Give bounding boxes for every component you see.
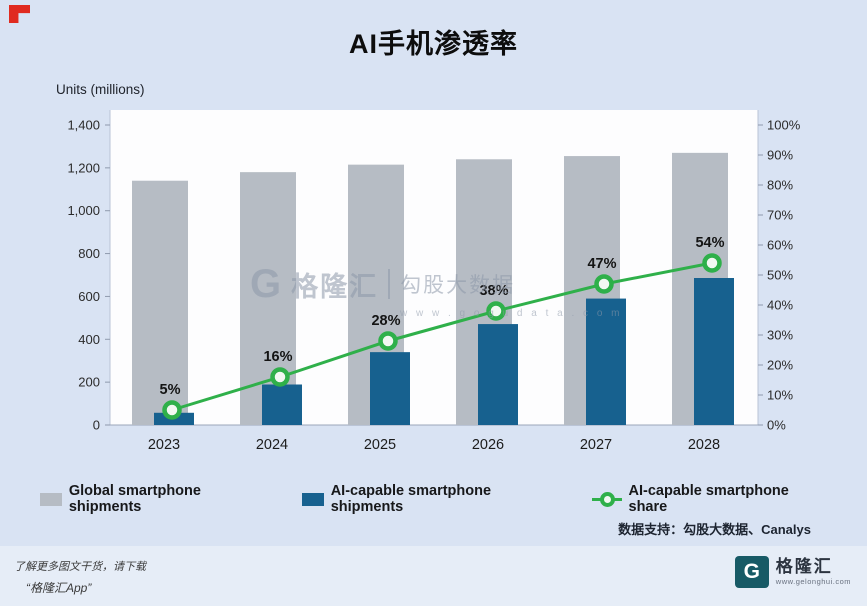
gelonghui-logo-icon: G [734,556,769,588]
svg-text:80%: 80% [767,178,793,193]
svg-text:0: 0 [93,418,100,433]
svg-text:2023: 2023 [148,437,180,453]
svg-text:2027: 2027 [580,437,612,453]
legend-label-ai: AI-capable smartphone shipments [330,483,492,515]
svg-text:47%: 47% [587,256,616,272]
gelonghui-logo-text-wrap: 格隆汇 www.gelonghui.com [775,557,851,586]
svg-text:40%: 40% [767,298,793,313]
gelonghui-logo-text: 格隆汇 [775,557,833,577]
chart-title: AI手机渗透率 [349,29,518,59]
legend-label-share: AI-capable smartphone share [628,483,789,515]
legend-item-global-shipments: Global smartphone shipments [40,483,276,515]
svg-text:60%: 60% [767,238,793,253]
legend-swatch-share-line [591,491,622,507]
left-axis-unit-label: Units (millions) [56,82,145,97]
svg-text:1,400: 1,400 [67,118,100,133]
svg-text:200: 200 [78,375,100,390]
svg-text:16%: 16% [263,349,292,365]
svg-text:90%: 90% [767,148,793,163]
svg-text:50%: 50% [767,268,793,283]
svg-text:38%: 38% [479,283,508,299]
legend-ring-marker-icon [599,492,615,507]
svg-text:70%: 70% [767,208,793,223]
svg-text:2025: 2025 [364,437,396,453]
legend-item-ai-share: AI-capable smartphone share [591,483,830,515]
footer-note-line2: “格隆汇App” [26,581,92,595]
svg-text:10%: 10% [767,388,793,403]
legend-swatch-ai [301,492,324,506]
svg-text:2026: 2026 [472,437,504,453]
svg-text:54%: 54% [695,235,724,251]
gelonghui-logo: G 格隆汇 www.gelonghui.com [734,556,851,588]
svg-text:600: 600 [78,289,100,304]
chart-legend: Global smartphone shipments AI-capable s… [40,483,830,515]
data-source-note: 数据支持：勾股大数据、Canalys [618,522,811,537]
red-corner-mark-icon [9,5,30,23]
footer: 了解更多图文干货，请下载 “格隆汇App” G 格隆汇 www.gelonghu… [0,546,867,606]
legend-item-ai-shipments: AI-capable smartphone shipments [301,483,566,515]
svg-text:5%: 5% [160,382,181,398]
svg-text:800: 800 [78,246,100,261]
svg-text:400: 400 [78,332,100,347]
svg-text:2024: 2024 [256,437,288,453]
svg-text:100%: 100% [767,118,801,133]
svg-text:1,000: 1,000 [67,203,100,218]
legend-label-global: Global smartphone shipments [68,483,201,515]
svg-text:28%: 28% [371,313,400,329]
combo-bar-line-chart: 0 200 400 600 800 1,000 1,200 1,400 0% 10% 20% 30% 4… [67,110,801,453]
footer-note-line1: 了解更多图文干货，请下载 [14,561,146,573]
svg-text:30%: 30% [767,328,793,343]
svg-text:0%: 0% [767,418,786,433]
svg-text:20%: 20% [767,358,793,373]
svg-text:1,200: 1,200 [67,160,100,175]
legend-swatch-global [40,492,62,506]
svg-text:2028: 2028 [688,437,720,453]
gelonghui-logo-url: www.gelonghui.com [775,576,851,586]
